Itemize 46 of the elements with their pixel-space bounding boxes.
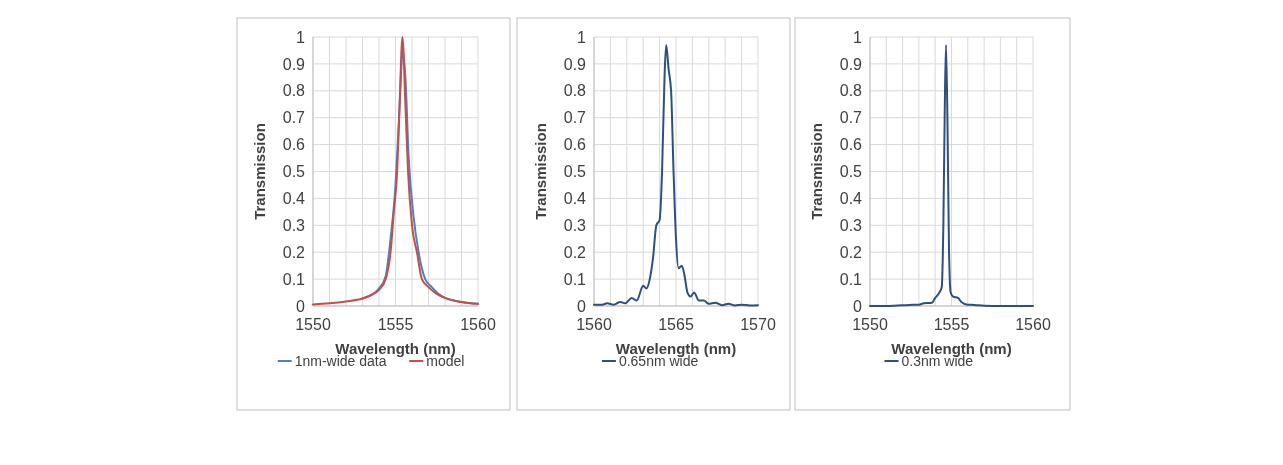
x-tick-label: 1550 xyxy=(852,316,888,333)
x-tick-label: 1555 xyxy=(377,316,414,333)
y-tick-label: 0.1 xyxy=(839,270,863,288)
y-tick-label: 0.6 xyxy=(282,136,306,154)
x-tick-label: 1560 xyxy=(1015,316,1051,333)
y-tick-label: 0.9 xyxy=(563,55,587,73)
y-tick-label: 0.7 xyxy=(839,109,863,127)
y-tick-label: 0.4 xyxy=(282,190,306,207)
y-tick-label: 0.2 xyxy=(563,243,587,261)
y-tick-label: 0.4 xyxy=(563,190,587,207)
y-tick-label: 0.5 xyxy=(839,163,863,181)
y-tick-label: 0.8 xyxy=(563,82,587,100)
y-tick-label: 0.6 xyxy=(563,136,587,154)
y-tick-label: 0.5 xyxy=(282,163,306,181)
y-tick-label: 0.4 xyxy=(839,190,863,207)
y-tick-label: 1 xyxy=(577,28,587,46)
y-axis-title: Transmission xyxy=(532,123,549,220)
y-tick-label: 1 xyxy=(853,28,863,46)
y-tick-label: 0 xyxy=(577,297,587,315)
y-tick-label: 0.7 xyxy=(282,109,306,127)
y-axis-title: Transmission xyxy=(808,123,825,220)
line-series xyxy=(312,36,479,306)
y-tick-label: 0 xyxy=(853,297,863,315)
y-axis-title: Transmission xyxy=(251,123,268,220)
y-tick-label: 0 xyxy=(296,297,306,315)
x-tick-label: 1560 xyxy=(460,316,496,333)
x-tick-label: 1560 xyxy=(576,316,612,333)
y-tick-label: 0.5 xyxy=(563,163,587,181)
x-tick-label: 1565 xyxy=(658,316,694,333)
y-tick-label: 0.6 xyxy=(839,136,863,154)
y-tick-label: 0.8 xyxy=(839,82,863,100)
y-tick-label: 0.8 xyxy=(282,82,306,100)
y-tick-label: 0.2 xyxy=(839,243,863,261)
y-tick-label: 0.3 xyxy=(282,216,306,234)
y-tick-label: 0.1 xyxy=(563,270,587,288)
y-tick-label: 0.3 xyxy=(839,216,863,234)
y-tick-label: 0.1 xyxy=(282,270,306,288)
y-tick-label: 0.9 xyxy=(839,55,863,73)
y-tick-label: 0.9 xyxy=(282,55,306,73)
x-tick-label: 1570 xyxy=(740,316,776,333)
y-tick-label: 0.7 xyxy=(563,109,587,127)
y-tick-label: 1 xyxy=(296,28,306,46)
y-tick-label: 0.2 xyxy=(282,243,306,261)
y-tick-label: 0.3 xyxy=(563,216,587,234)
x-tick-label: 1555 xyxy=(933,316,970,333)
x-tick-label: 1550 xyxy=(295,316,331,333)
